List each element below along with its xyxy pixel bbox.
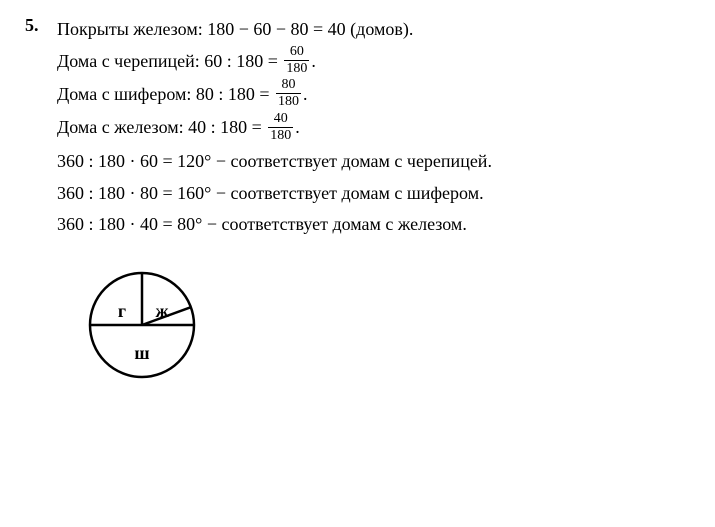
problem: 5. Покрыты железом: 180 − 60 − 80 = 40 (…	[25, 15, 690, 395]
fraction-2: 60180	[284, 45, 309, 76]
line-5: 360 : 180 · 60 = 120° − соответствует до…	[57, 147, 690, 177]
line-2-text: Дома с черепицей: 60 : 180 =	[57, 51, 282, 71]
fraction-2-num: 60	[284, 45, 309, 61]
line-1: Покрыты железом: 180 − 60 − 80 = 40 (дом…	[57, 15, 690, 45]
line-7: 360 : 180 · 40 = 80° − соответствует дом…	[57, 210, 690, 240]
svg-text:ш: ш	[134, 343, 149, 363]
svg-text:ж: ж	[155, 301, 169, 321]
problem-content: Покрыты железом: 180 − 60 − 80 = 40 (дом…	[57, 15, 690, 395]
line-6: 360 : 180 · 80 = 160° − соответствует до…	[57, 179, 690, 209]
line-2: Дома с черепицей: 60 : 180 = 60180.	[57, 47, 690, 78]
fraction-4-num: 40	[268, 112, 293, 128]
line-3-text: Дома с шифером: 80 : 180 =	[57, 84, 274, 104]
line-4-end: .	[295, 117, 300, 137]
fraction-4-den: 180	[268, 128, 293, 143]
pie-chart: г ж ш	[82, 265, 690, 395]
fraction-4: 40180	[268, 112, 293, 143]
line-3: Дома с шифером: 80 : 180 = 80180.	[57, 80, 690, 111]
line-3-end: .	[303, 84, 308, 104]
problem-number: 5.	[25, 15, 45, 36]
fraction-3: 80180	[276, 78, 301, 109]
fraction-3-den: 180	[276, 94, 301, 109]
fraction-3-num: 80	[276, 78, 301, 94]
svg-text:г: г	[118, 301, 126, 321]
line-2-end: .	[311, 51, 316, 71]
line-4-text: Дома с железом: 40 : 180 =	[57, 117, 266, 137]
line-4: Дома с железом: 40 : 180 = 40180.	[57, 113, 690, 144]
pie-svg: г ж ш	[82, 265, 202, 385]
fraction-2-den: 180	[284, 61, 309, 76]
